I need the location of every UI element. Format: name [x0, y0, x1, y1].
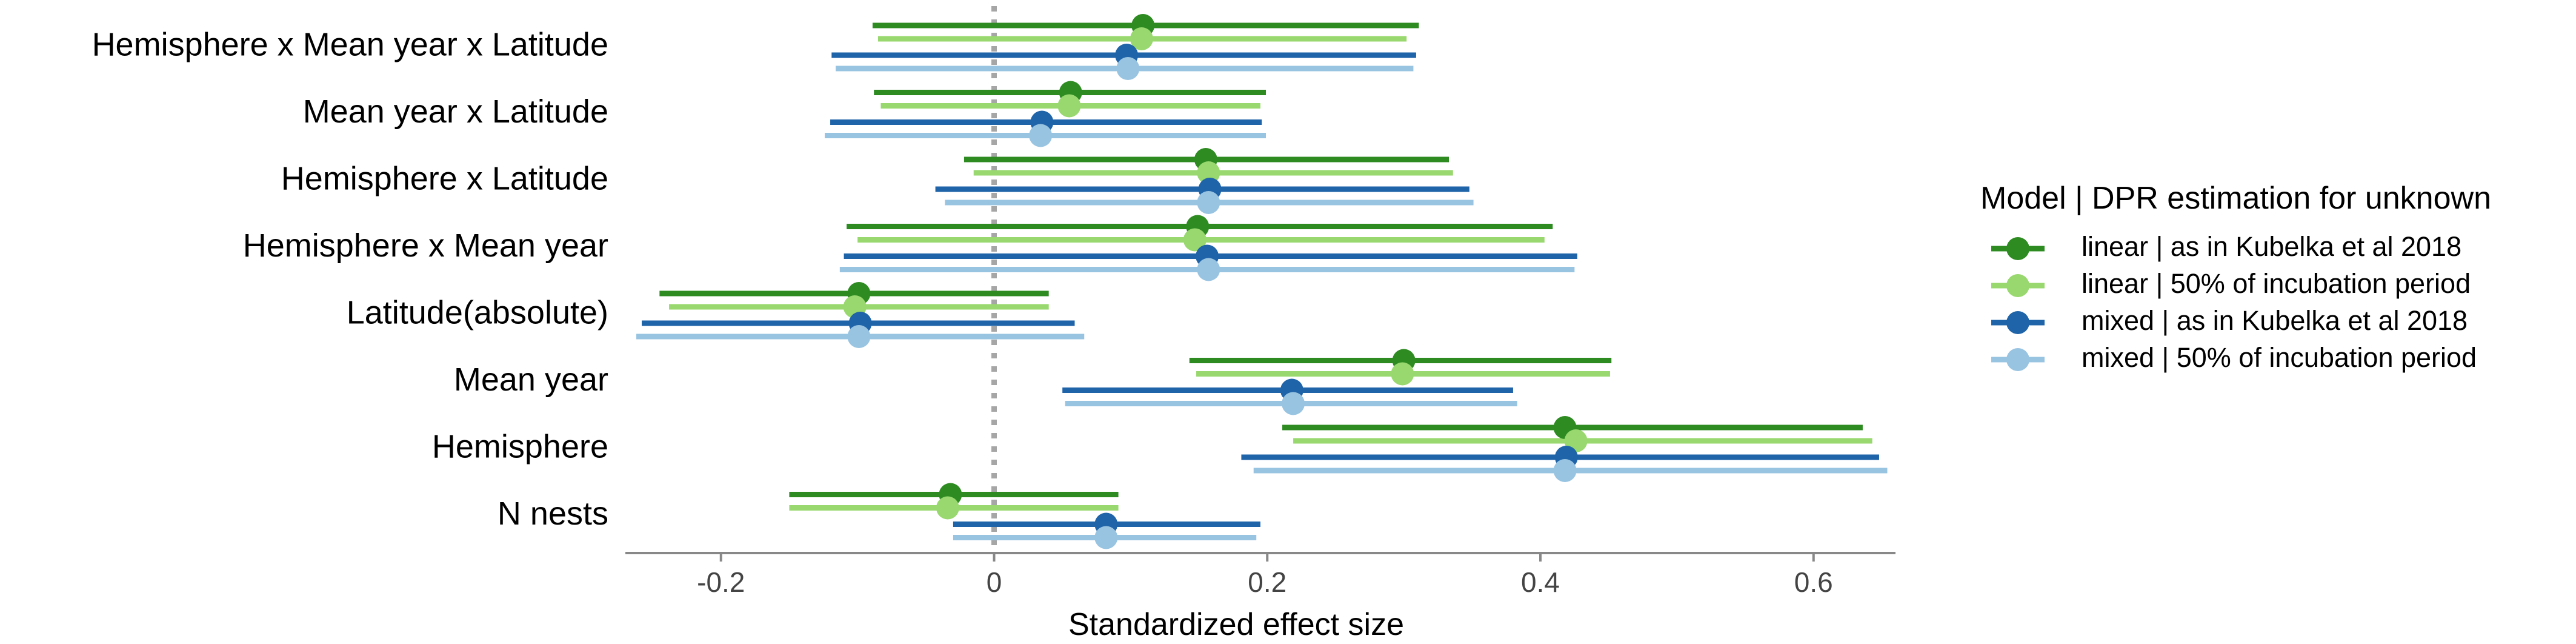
term-label-mean-year: Mean year [454, 361, 608, 398]
estimate-point-mixed-50-of-incubation-period-latitude-absolute [847, 325, 871, 348]
legend: Model | DPR estimation for unknown linear… [1980, 181, 2491, 373]
term-labels: Hemisphere x Mean year x Latitude Mean ye… [92, 26, 608, 532]
legend-entry-mixed-50-of-incubation-period: mixed | 50% of incubation period [2082, 342, 2477, 373]
term-label-hemisphere-x-latitude: Hemisphere x Latitude [281, 160, 608, 196]
term-label-n-nests: N nests [498, 495, 608, 532]
estimate-point-linear-50-of-incubation-period-hemisphere-x-mean-year-x-latitude [1130, 27, 1153, 50]
x-axis: -0.2 0 0.2 0.4 0.6 Standardized effect size [625, 552, 1895, 642]
legend-swatch-point-mixed-50-of-incubation-period [2006, 348, 2029, 371]
estimate-point-mixed-50-of-incubation-period-hemisphere-x-latitude [1197, 191, 1220, 214]
legend-swatch-point-mixed-as-in-kubelka-et-al-2018 [2006, 311, 2029, 334]
legend-entry-linear-50-of-incubation-period: linear | 50% of incubation period [2082, 268, 2471, 299]
estimate-point-mixed-50-of-incubation-period-mean-year-x-latitude [1029, 124, 1053, 147]
estimate-point-mixed-50-of-incubation-period-hemisphere-x-mean-year-x-latitude [1116, 57, 1140, 80]
x-axis-title: Standardized effect size [1068, 607, 1404, 642]
term-label-hemisphere-x-mean-year: Hemisphere x Mean year [243, 227, 608, 264]
estimate-point-linear-50-of-incubation-period-mean-year [1391, 362, 1414, 386]
legend-swatch-point-linear-as-in-kubelka-et-al-2018 [2006, 237, 2029, 260]
legend-entry-mixed-as-in-kubelka-et-al-2018: mixed | as in Kubelka et al 2018 [2082, 305, 2468, 336]
x-tick-label: 0.6 [1794, 566, 1833, 598]
term-label-mean-year-x-latitude: Mean year x Latitude [303, 93, 608, 130]
estimate-point-mixed-50-of-incubation-period-hemisphere-x-mean-year [1197, 258, 1220, 281]
legend-swatch-point-linear-50-of-incubation-period [2006, 274, 2029, 297]
term-label-hemisphere: Hemisphere [432, 428, 608, 465]
estimate-point-mixed-50-of-incubation-period-hemisphere [1553, 459, 1577, 482]
plot-area [636, 6, 1888, 551]
x-tick-label: -0.2 [697, 566, 745, 598]
estimate-point-mixed-50-of-incubation-period-n-nests [1094, 526, 1118, 549]
x-tick-label: 0 [987, 566, 1002, 598]
estimate-point-linear-50-of-incubation-period-mean-year-x-latitude [1057, 94, 1081, 118]
term-label-hemisphere-x-mean-year-x-latitude: Hemisphere x Mean year x Latitude [92, 26, 608, 62]
estimate-point-linear-50-of-incubation-period-n-nests [936, 496, 959, 520]
legend-entry-linear-as-in-kubelka-et-al-2018: linear | as in Kubelka et al 2018 [2082, 231, 2461, 262]
legend-title: Model | DPR estimation for unknown [1980, 181, 2491, 216]
estimate-point-linear-50-of-incubation-period-hemisphere-x-mean-year [1183, 228, 1206, 252]
x-tick-label: 0.2 [1248, 566, 1286, 598]
x-tick-label: 0.4 [1521, 566, 1560, 598]
term-label-latitude-absolute: Latitude(absolute) [347, 294, 608, 330]
estimate-point-mixed-50-of-incubation-period-mean-year [1282, 392, 1305, 415]
